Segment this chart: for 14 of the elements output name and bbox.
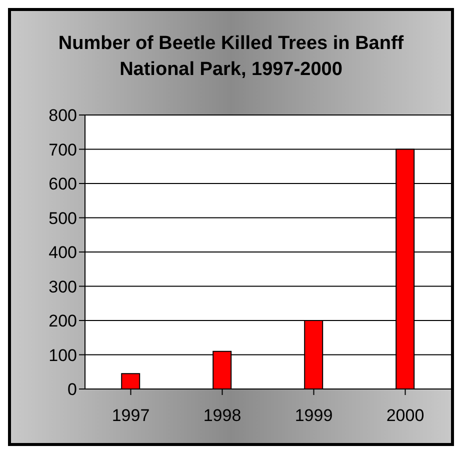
y-tick-label: 600 — [48, 174, 77, 194]
y-tick-label: 800 — [48, 106, 77, 126]
x-tick-label: 1999 — [294, 406, 333, 426]
x-tick-label: 1998 — [203, 406, 242, 426]
x-tick-label: 1997 — [112, 406, 150, 426]
y-tick-label: 300 — [48, 277, 77, 296]
y-tick-label: 400 — [48, 243, 77, 262]
y-tick-label: 500 — [48, 208, 77, 228]
y-tick-label: 0 — [68, 380, 77, 400]
y-tick-label: 700 — [48, 140, 77, 160]
y-tick-label: 100 — [48, 346, 77, 365]
y-tick-label: 200 — [48, 312, 77, 331]
x-tick-label: 2000 — [386, 406, 424, 426]
chart-title: Number of Beetle Killed Trees in Banff National Park, 1997-2000 — [57, 32, 405, 82]
